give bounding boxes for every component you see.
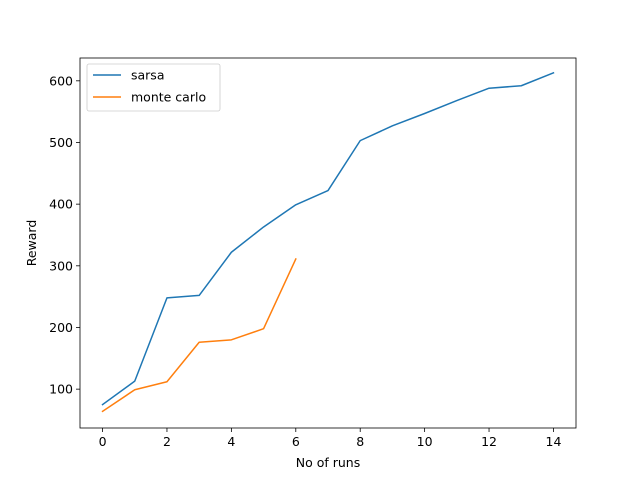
legend-label-sarsa: sarsa: [131, 68, 164, 83]
x-tick-label: 10: [417, 434, 433, 449]
y-tick-label: 600: [49, 73, 73, 88]
x-axis-label: No of runs: [296, 455, 361, 470]
x-tick-label: 14: [546, 434, 562, 449]
y-tick-label: 100: [49, 382, 73, 397]
x-tick-label: 6: [292, 434, 300, 449]
x-tick-label: 4: [227, 434, 235, 449]
y-axis-label: Reward: [24, 220, 39, 267]
series-line-monte-carlo: [101, 258, 297, 413]
y-tick-label: 300: [49, 258, 73, 273]
x-axis: 0 2 4 6 8 10 12 14: [99, 428, 562, 449]
x-tick-label: 2: [163, 434, 171, 449]
y-tick-label: 500: [49, 135, 73, 150]
x-tick-label: 12: [481, 434, 497, 449]
series-layer: [101, 71, 555, 413]
legend-label-monte-carlo: monte carlo: [131, 90, 206, 105]
y-axis: 100 200 300 400 500 600: [49, 73, 80, 397]
x-tick-label: 0: [99, 434, 107, 449]
x-tick-label: 8: [356, 434, 364, 449]
plot-frame: [79, 57, 577, 429]
y-tick-label: 400: [49, 197, 73, 212]
series-line-sarsa: [101, 71, 555, 406]
y-tick-label: 200: [49, 320, 73, 335]
legend: sarsa monte carlo: [86, 63, 221, 112]
